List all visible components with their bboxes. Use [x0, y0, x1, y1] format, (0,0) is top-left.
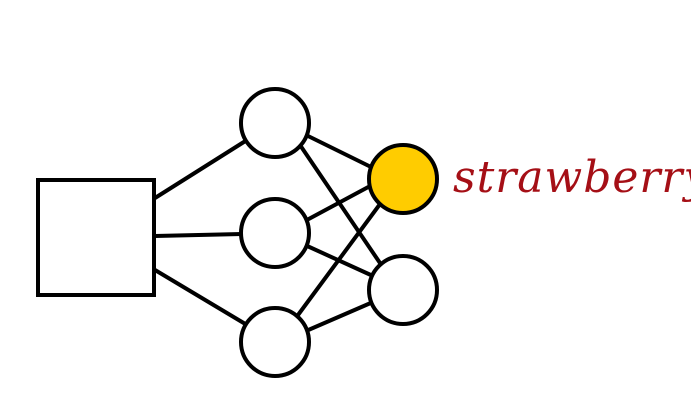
output-node-2 [367, 254, 439, 326]
hidden-node-3 [239, 306, 311, 378]
output-label-strawberry: strawberry [453, 152, 691, 203]
output-node-strawberry [367, 143, 439, 215]
edge-input-hidden-3 [153, 268, 249, 327]
edge-hidden-2-output-1 [303, 183, 374, 223]
edge-hidden-3-output-2 [304, 300, 375, 333]
edge-hidden-1-output-1 [304, 133, 373, 169]
hidden-node-1 [239, 87, 311, 159]
hidden-node-2 [239, 197, 311, 269]
edge-hidden-1-output-2 [298, 143, 384, 268]
edge-input-hidden-1 [153, 138, 249, 200]
input-square [36, 178, 156, 297]
edge-input-hidden-2 [153, 232, 244, 238]
edge-hidden-3-output-1 [296, 198, 385, 317]
